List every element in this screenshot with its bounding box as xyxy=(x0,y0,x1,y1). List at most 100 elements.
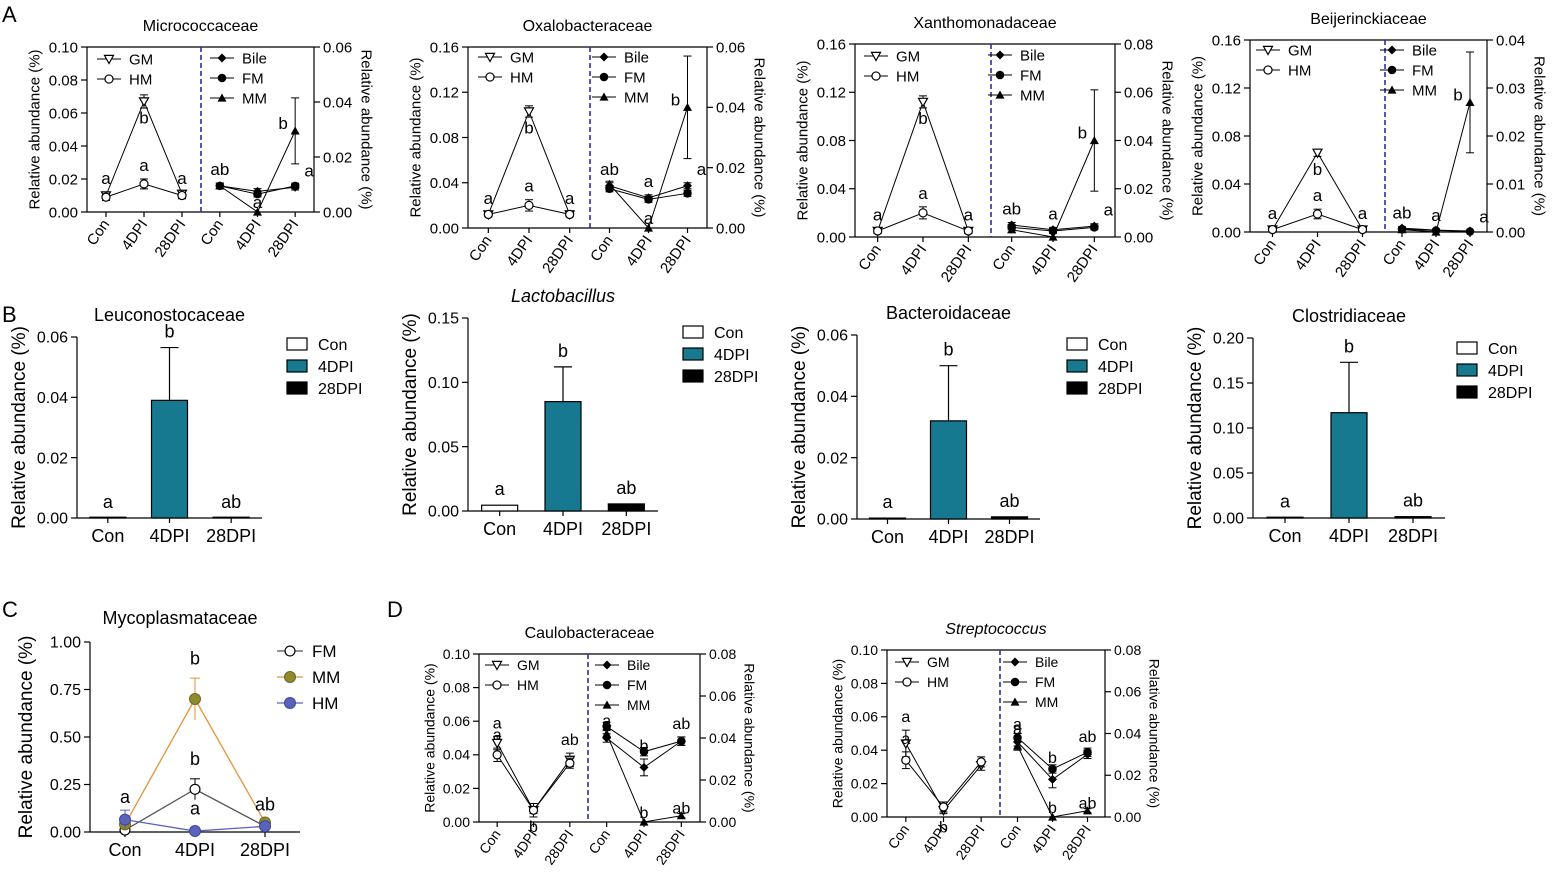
B2-legend-swatch-Con xyxy=(682,325,704,339)
D2-legend-GM-marker xyxy=(901,657,913,668)
chart-A2: Oxalobacteraceae 0.00 0.04 0.08 0.12 0.16 0.00… xyxy=(408,18,768,276)
A2-Bile-point xyxy=(683,181,692,191)
B2-bar-28DPI xyxy=(607,503,645,512)
A2-left-tick-label: 0.08 xyxy=(430,130,459,147)
chart-D2: Streptococcus 0.00 0.02 0.04 0.06 0.08 0.10 0.0… xyxy=(829,621,1162,863)
A2-HM-point xyxy=(524,200,534,211)
D2-HM-point xyxy=(976,757,986,767)
C-left-tick-label: 0.50 xyxy=(50,730,81,747)
chart-B4: Clostridiaceae 0.00 0.05 0.10 0.15 0.20 Con 4DP… xyxy=(1185,306,1532,546)
A2-x-tick-label: Con xyxy=(587,233,617,265)
A1-left-tick-label: 0.08 xyxy=(49,72,78,89)
A2-HM-point xyxy=(565,209,575,220)
A4-ylabel: Relative abundance (%) xyxy=(1190,56,1207,216)
B3-x-tick-label: Con xyxy=(871,527,904,547)
D2-right-tick-label: 0.04 xyxy=(1114,725,1141,741)
D1-legend-Bile-marker xyxy=(602,660,612,670)
A3-legend-MM: MM xyxy=(1020,87,1045,104)
A1-GM-point xyxy=(138,97,150,108)
B4-left-tick-label: 0.00 xyxy=(1213,511,1244,528)
D1-legend-MM: MM xyxy=(627,697,650,713)
A3-title: Xanthomonadaceae xyxy=(913,15,1056,32)
A2-Bile-letter: a xyxy=(644,172,654,191)
B1-legend-28DPI: 28DPI xyxy=(318,381,362,398)
A3-legend-GM: GM xyxy=(896,48,920,65)
D2-GM-point xyxy=(900,739,912,750)
D2-GM-letter: b xyxy=(939,819,948,836)
A3-MM-letter: b xyxy=(1078,124,1087,143)
B4-x-tick-label: 28DPI xyxy=(1388,526,1438,546)
A1-left-tick-label: 0.06 xyxy=(49,105,78,122)
A3-ylabel-right: Relative abundance (%) xyxy=(1159,60,1176,220)
A3-HM-letter: a xyxy=(918,184,928,203)
D1-left-tick-label: 0.04 xyxy=(443,747,470,763)
D2-legend-FM-marker xyxy=(1010,677,1020,687)
A1-ylabel-right: Relative abundance (%) xyxy=(358,49,375,209)
A3-legend-GM-marker xyxy=(870,51,882,62)
D2-HM-point xyxy=(901,755,911,765)
A2-right-tick-label: 0.06 xyxy=(716,39,745,56)
A4-legend-MM-marker xyxy=(1387,85,1397,94)
D1-title: Caulobacteraceae xyxy=(525,625,655,642)
A4-MM-point xyxy=(1397,225,1407,234)
A1-HM-point xyxy=(101,192,111,202)
B3-x-tick-label: 28DPI xyxy=(984,527,1034,547)
A3-x-tick-label: 4DPI xyxy=(897,242,930,279)
A2-HM-point xyxy=(483,209,493,220)
B1-ylabel: Relative abundance (%) xyxy=(9,326,30,529)
D2-HM-point xyxy=(938,802,949,812)
A2-HM-letter: a xyxy=(524,177,534,196)
D1-MM-point xyxy=(676,811,686,820)
A2-GM-letter: b xyxy=(524,118,533,137)
D1-legend-GM: GM xyxy=(517,657,540,673)
A4-Bile-letter: a xyxy=(1431,206,1441,225)
D2-legend-HM: HM xyxy=(927,674,949,690)
B1-left-tick-label: 0.04 xyxy=(37,390,68,407)
A1-legend-GM-marker xyxy=(103,54,115,65)
D1-GM-letter: a xyxy=(493,715,502,732)
chart-B2: Lactobacillus 0.00 0.05 0.10 0.15 Con 4DPI 28DP… xyxy=(400,286,758,539)
A1-HM-letter: a xyxy=(139,156,149,175)
A4-HM-letter: a xyxy=(1313,186,1323,205)
A3-MM-point xyxy=(1007,225,1017,234)
C-MM-letter: ab xyxy=(255,795,275,815)
D1-legend-GM-marker xyxy=(491,660,503,671)
B3-bar-28DPI xyxy=(990,516,1029,520)
B3-title: Bacteroidaceae xyxy=(886,303,1011,323)
A1-legend-MM-marker xyxy=(217,93,227,102)
B2-letter: b xyxy=(558,341,568,361)
D1-FM-point xyxy=(602,722,611,731)
A2-left-tick-label: 0.00 xyxy=(430,220,459,237)
B3-x-tick-label: 4DPI xyxy=(928,527,968,547)
A1-legend-FM-marker xyxy=(217,73,227,83)
A3-left-tick-label: 0.08 xyxy=(817,133,846,150)
A4-MM-point xyxy=(1465,97,1475,106)
A4-x-tick-label: 4DPI xyxy=(1292,237,1325,274)
D2-Bile-point xyxy=(1048,774,1057,784)
A3-legend-Bile: Bile xyxy=(1020,47,1045,64)
D1-left-tick-label: 0.08 xyxy=(443,680,470,696)
B4-bar-Con xyxy=(1266,516,1304,519)
B2-bar-4DPI xyxy=(544,401,582,512)
D1-HM-point xyxy=(492,750,502,760)
D1-legend-Bile: Bile xyxy=(627,657,651,673)
A2-legend-FM: FM xyxy=(624,69,646,86)
D2-ylabel: Relative abundance (%) xyxy=(829,659,845,808)
D2-left-tick-label: 0.02 xyxy=(851,776,878,792)
A4-HM-point xyxy=(1267,224,1278,235)
A3-GM-letter: a xyxy=(964,206,974,225)
B3-bar-Con xyxy=(868,517,907,520)
A2-FM-point xyxy=(683,189,692,198)
B1-letter: ab xyxy=(221,492,241,512)
B4-x-tick-label: Con xyxy=(1268,526,1301,546)
C-FM-letter: b xyxy=(190,749,200,769)
A3-HM-point xyxy=(918,208,928,218)
A2-x-tick-label: 28DPI xyxy=(657,233,695,277)
D2-title: Streptococcus xyxy=(945,621,1046,638)
B4-letter: ab xyxy=(1403,491,1423,511)
A3-right-tick-label: 0.04 xyxy=(1124,133,1153,150)
panel-label-C: C xyxy=(2,597,18,622)
B3-left-tick-label: 0.06 xyxy=(817,328,848,345)
B3-left-tick-label: 0.02 xyxy=(817,450,848,467)
B3-left-tick-label: 0.04 xyxy=(817,389,848,406)
